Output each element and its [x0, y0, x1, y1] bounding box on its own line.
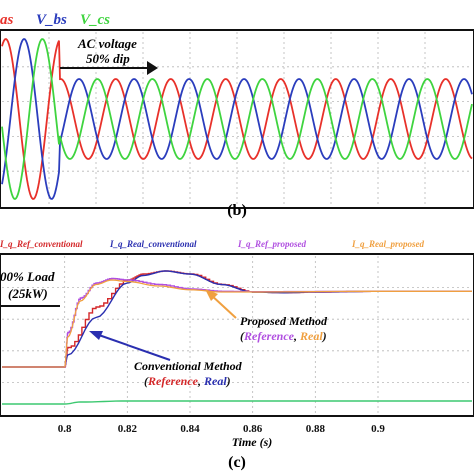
conventional-arrow-line [95, 333, 171, 361]
legend-real-proposed: I_q_Real_proposed [351, 239, 425, 249]
dip-annotation-line2: 50% dip [86, 51, 130, 66]
series-line-v-bs [1, 37, 473, 200]
x-tick-label: 0.86 [243, 423, 263, 435]
caption-c: (c) [228, 454, 246, 471]
conventional-arrowhead [89, 331, 103, 340]
conventional-label-line1: Conventional Method [134, 359, 243, 373]
dip-arrowhead [147, 61, 158, 75]
legend-vas: as [0, 12, 14, 28]
conventional-label-line2: (Reference, Real) [144, 374, 231, 388]
top-plot-waves [1, 37, 473, 201]
bottom-plot-grid [2, 256, 472, 414]
proposed-label: Proposed Method (Reference, Real) [205, 289, 328, 343]
x-tick-label: 0.88 [306, 423, 326, 435]
bottom-legend: I_q_Ref_conventional I_q_Real_convention… [0, 239, 425, 249]
series-line-i-q-real-proposed [2, 279, 472, 368]
x-axis-label: Time (s) [232, 435, 273, 449]
load-label-line1: 00% Load [0, 269, 55, 284]
proposed-label-line1: Proposed Method [240, 314, 328, 328]
legend-vcs: V_cs [80, 12, 110, 28]
caption-b: (b) [227, 202, 247, 219]
proposed-label-line2: (Reference, Real) [240, 329, 327, 343]
x-tick-label: 0.9 [371, 423, 385, 435]
series-line-bottom-trace [2, 400, 472, 405]
dip-annotation-line1: AC voltage [77, 36, 137, 51]
x-tick-label: 0.84 [180, 423, 200, 435]
legend-ref-conventional: I_q_Ref_conventional [0, 239, 83, 249]
bottom-plot-frame [0, 253, 474, 417]
conventional-label: Conventional Method (Reference, Real) [89, 331, 243, 388]
x-tick-label: 0.8 [58, 423, 72, 435]
top-legend: as V_bs V_cs [0, 12, 110, 28]
legend-ref-proposed: I_q_Ref_proposed [237, 239, 306, 249]
x-tick-label: 0.82 [118, 423, 138, 435]
dip-annotation: AC voltage 50% dip [60, 36, 158, 75]
legend-vbs: V_bs [36, 12, 67, 28]
series-line-v-cs [1, 38, 473, 201]
proposed-arrow-line [209, 293, 237, 319]
proposed-arrowhead [205, 289, 218, 301]
load-label: 00% Load (25kW) [0, 269, 60, 307]
load-label-line2: (25kW) [8, 286, 48, 301]
x-tick-labels: 0.8 0.82 0.84 0.86 0.88 0.9 [58, 423, 386, 435]
bottom-plot-lines [2, 270, 472, 405]
top-plot-grid [2, 32, 472, 206]
legend-real-conventional: I_q_Real_conventional [109, 239, 197, 249]
series-line-v-as [1, 38, 473, 200]
